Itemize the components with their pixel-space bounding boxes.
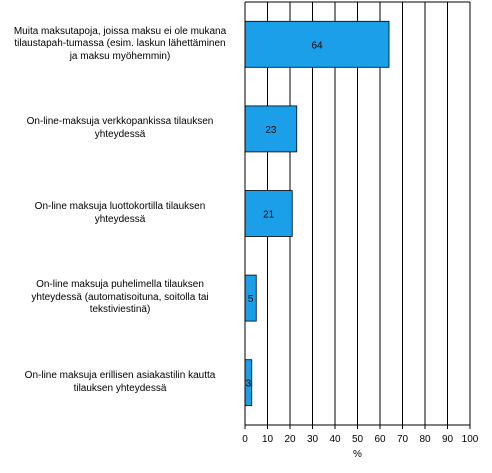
category-label: On-line maksuja erillisen asiakastilin k… bbox=[0, 370, 240, 395]
x-tick-label: 100 bbox=[462, 434, 479, 445]
x-tick-label: 50 bbox=[352, 434, 364, 445]
x-tick-label: 20 bbox=[284, 434, 296, 445]
category-label-line: tekstiviestinä) bbox=[89, 304, 151, 316]
bar bbox=[244, 190, 293, 237]
category-label: On-line-maksuja verkkopankissa tilauksen… bbox=[0, 116, 240, 141]
data-label: 23 bbox=[265, 125, 277, 136]
category-label-line: On-line maksuja puhelimella tilauksen bbox=[36, 279, 204, 291]
x-tick-label: 30 bbox=[307, 434, 319, 445]
data-label: 21 bbox=[263, 210, 275, 221]
x-tick-label: 90 bbox=[442, 434, 454, 445]
category-label-line: On-line maksuja erillisen asiakastilin k… bbox=[24, 370, 216, 382]
category-label-line: yhteydessä bbox=[94, 213, 146, 225]
x-axis-label: % bbox=[353, 449, 362, 460]
category-label-line: yhteydessä (automatisoituna, soitolla ta… bbox=[31, 291, 209, 303]
x-tick-label: 10 bbox=[262, 434, 274, 445]
category-label-line: yhteydessä bbox=[94, 128, 146, 140]
x-tick-label: 80 bbox=[419, 434, 431, 445]
x-tick-label: 40 bbox=[329, 434, 341, 445]
category-label-line: On-line-maksuja verkkopankissa tilauksen bbox=[26, 116, 214, 128]
x-tick-label: 70 bbox=[397, 434, 409, 445]
x-tick-label: 0 bbox=[242, 434, 248, 445]
data-label: 64 bbox=[311, 40, 323, 51]
category-label-line: tilaustapah-tumassa (esim. laskun lähett… bbox=[14, 38, 226, 50]
category-label: On-line maksuja puhelimella tilauksen yht… bbox=[0, 279, 240, 317]
category-label-line: tilauksen yhteydessä bbox=[73, 382, 167, 394]
bar bbox=[244, 105, 298, 153]
data-label: 5 bbox=[248, 294, 254, 305]
category-label-line: Muita maksutapoja, joissa maksu ei ole m… bbox=[13, 25, 227, 37]
data-label: 3 bbox=[246, 379, 252, 390]
category-label: Muita maksutapoja, joissa maksu ei ole m… bbox=[0, 26, 240, 64]
x-tick-label: 60 bbox=[374, 434, 386, 445]
category-label-line: ja maksu myöhemmin) bbox=[69, 50, 171, 62]
category-label: On-line maksuja luottokortilla tilauksen… bbox=[0, 201, 240, 226]
category-label-line: On-line maksuja luottokortilla tilauksen bbox=[34, 201, 206, 212]
